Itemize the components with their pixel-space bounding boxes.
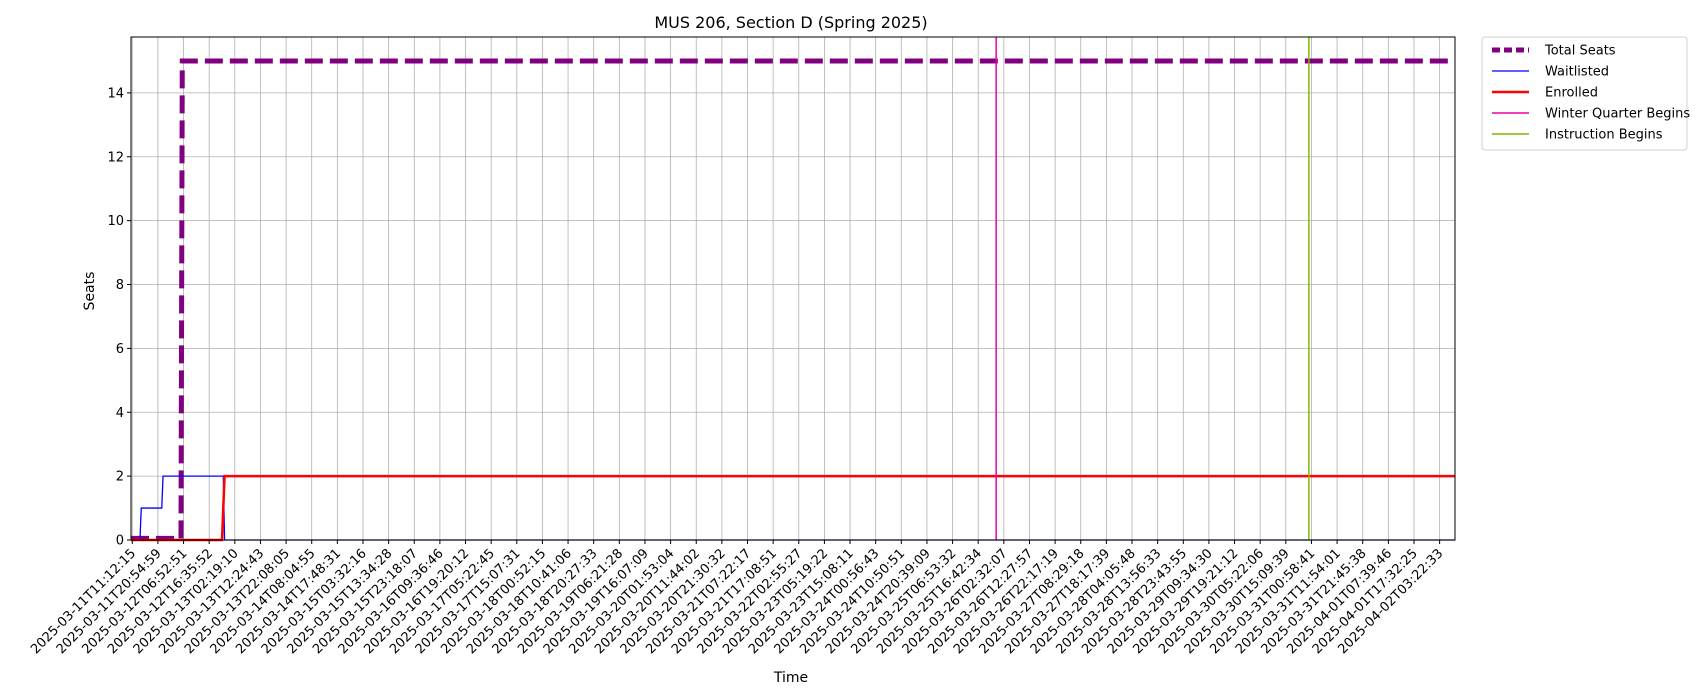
series-line-waitlisted (131, 475, 1455, 541)
plot-series (131, 37, 1455, 542)
legend-label: Instruction Begins (1545, 128, 1663, 143)
chart-title: MUS 206, Section D (Spring 2025) (654, 13, 927, 32)
legend: Total Seats Waitlisted Enrolled Winter Quar… (1481, 36, 1690, 151)
grid (131, 37, 1455, 541)
y-tick-label: 10 (107, 214, 124, 229)
y-tick-label: 14 (107, 86, 124, 101)
x-axis: 2025-03-11T11:12:152025-03-11T20:54:5920… (28, 540, 1446, 657)
legend-label: Winter Quarter Begins (1545, 107, 1690, 122)
y-tick-label: 8 (116, 278, 124, 293)
x-axis-label: Time (773, 670, 808, 686)
legend-label: Total Seats (1544, 44, 1616, 59)
y-tick-label: 0 (116, 534, 124, 549)
y-tick-label: 6 (116, 342, 124, 357)
plot-frame (130, 36, 1456, 541)
series-line-enrolled (131, 474, 1455, 542)
y-tick-label: 12 (107, 150, 124, 165)
y-tick-label: 2 (116, 470, 124, 485)
y-axis: 0 2 4 6 8 10 12 14 (107, 86, 131, 549)
legend-box (1481, 36, 1688, 151)
series-line-total-seats (131, 58, 1455, 541)
legend-label: Enrolled (1545, 86, 1598, 101)
legend-label: Waitlisted (1545, 65, 1609, 80)
y-tick-label: 4 (116, 406, 124, 421)
y-axis-label: Seats (82, 272, 98, 311)
